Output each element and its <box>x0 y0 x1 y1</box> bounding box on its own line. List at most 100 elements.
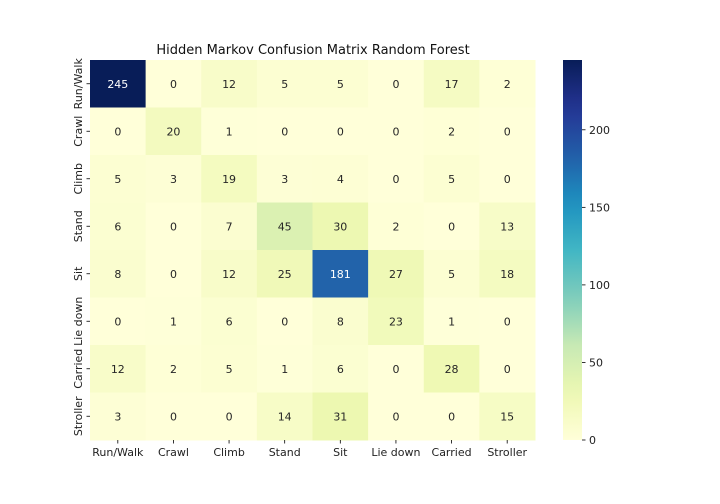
cell-value-label: 2 <box>170 363 177 376</box>
cell-value-label: 13 <box>500 220 514 233</box>
cell-value-label: 0 <box>504 363 511 376</box>
cell-value-label: 12 <box>222 78 236 91</box>
cell-value-label: 0 <box>392 410 399 423</box>
y-tick-label: Run/Walk <box>72 58 85 110</box>
colorbar-tick-label: 0 <box>589 434 596 447</box>
heatmap-cell <box>201 250 258 298</box>
cell-value-label: 0 <box>170 268 177 281</box>
heatmap-cell <box>256 155 313 203</box>
colorbar-ticks: 0 50 100 150 200 <box>582 124 610 447</box>
cell-value-label: 17 <box>445 78 459 91</box>
cell-value-label: 8 <box>337 315 344 328</box>
heatmap-cell <box>312 60 369 108</box>
heatmap-cell <box>479 392 536 441</box>
cell-value-label: 20 <box>166 125 180 138</box>
heatmap-cell <box>423 202 480 251</box>
cell-value-label: 0 <box>337 125 344 138</box>
heatmap-cell <box>312 155 369 203</box>
heatmap-cell <box>201 155 258 203</box>
cell-value-label: 31 <box>333 410 347 423</box>
heatmap-cell <box>256 392 313 441</box>
heatmap-cell <box>201 202 258 251</box>
cell-value-label: 0 <box>392 363 399 376</box>
y-tick-label: Climb <box>72 163 85 195</box>
cell-value-label: 0 <box>114 315 121 328</box>
cell-value-label: 1 <box>226 125 233 138</box>
heatmap-cell <box>312 107 369 156</box>
cell-value-label: 0 <box>392 125 399 138</box>
heatmap-cell <box>368 297 425 346</box>
cell-value-label: 0 <box>281 315 288 328</box>
cell-value-label: 23 <box>389 315 403 328</box>
heatmap-cell <box>312 250 369 298</box>
y-tick-labels: Run/Walk Crawl Climb Stand Sit Lie down Carrie… <box>72 58 90 436</box>
cell-value-label: 0 <box>226 410 233 423</box>
colorbar-tick-label: 200 <box>589 124 610 137</box>
cell-value-label: 7 <box>226 220 233 233</box>
heatmap-cell <box>90 297 147 346</box>
heatmap-cell <box>90 345 147 393</box>
heatmap-cell <box>145 155 202 203</box>
heatmap-cells: 245 0 12 5 5 0 17 20 20 1 0 0 0 2 05 3 19 3 4 0 5 06 0 7 45 30 2 0 1… <box>90 60 536 441</box>
cell-value-label: 0 <box>281 125 288 138</box>
cell-value-label: 12 <box>111 363 125 376</box>
cell-value-label: 5 <box>448 268 455 281</box>
cell-value-label: 3 <box>170 173 177 186</box>
heatmap-cell <box>145 392 202 441</box>
heatmap-cell <box>423 297 480 346</box>
cell-value-label: 6 <box>226 315 233 328</box>
heatmap-cell <box>90 60 147 108</box>
cell-value-label: 18 <box>500 268 514 281</box>
heatmap-cell <box>312 392 369 441</box>
y-tick-label: Stroller <box>72 396 85 436</box>
heatmap-cell <box>368 107 425 156</box>
heatmap-cell <box>479 202 536 251</box>
heatmap-cell <box>479 345 536 393</box>
cell-value-label: 245 <box>107 78 128 91</box>
cell-value-label: 2 <box>448 125 455 138</box>
x-tick-label: Climb <box>213 446 245 459</box>
x-tick-label: Stroller <box>487 446 527 459</box>
heatmap-cell <box>312 202 369 251</box>
cell-value-label: 5 <box>226 363 233 376</box>
heatmap-cell <box>201 345 258 393</box>
heatmap-cell <box>479 60 536 108</box>
heatmap-cell <box>145 60 202 108</box>
cell-value-label: 0 <box>504 315 511 328</box>
cell-value-label: 28 <box>445 363 459 376</box>
cell-value-label: 1 <box>448 315 455 328</box>
cell-value-label: 12 <box>222 268 236 281</box>
heatmap-cell <box>256 107 313 156</box>
cell-value-label: 30 <box>333 220 347 233</box>
heatmap-cell <box>145 345 202 393</box>
heatmap-cell <box>423 107 480 156</box>
cell-value-label: 2 <box>504 78 511 91</box>
heatmap-cell <box>90 107 147 156</box>
heatmap-cell <box>368 155 425 203</box>
cell-value-label: 19 <box>222 173 236 186</box>
cell-value-label: 2 <box>392 220 399 233</box>
y-tick-label: Lie down <box>72 297 85 346</box>
heatmap-cell <box>90 202 147 251</box>
heatmap-cell <box>368 392 425 441</box>
cell-value-label: 181 <box>330 268 351 281</box>
heatmap-cell <box>201 107 258 156</box>
heatmap-cell <box>479 107 536 156</box>
cell-value-label: 5 <box>448 173 455 186</box>
heatmap-cell <box>423 60 480 108</box>
cell-value-label: 4 <box>337 173 344 186</box>
heatmap-cell <box>479 155 536 203</box>
x-tick-label: Carried <box>432 446 472 459</box>
heatmap-cell <box>145 297 202 346</box>
heatmap-cell <box>201 60 258 108</box>
heatmap-cell <box>423 250 480 298</box>
y-tick-label: Stand <box>72 210 85 242</box>
y-tick-label: Crawl <box>72 116 85 147</box>
heatmap-cell <box>368 345 425 393</box>
cell-value-label: 15 <box>500 410 514 423</box>
cell-value-label: 0 <box>448 220 455 233</box>
x-tick-label: Stand <box>269 446 301 459</box>
cell-value-label: 3 <box>114 410 121 423</box>
heatmap-cell <box>90 392 147 441</box>
